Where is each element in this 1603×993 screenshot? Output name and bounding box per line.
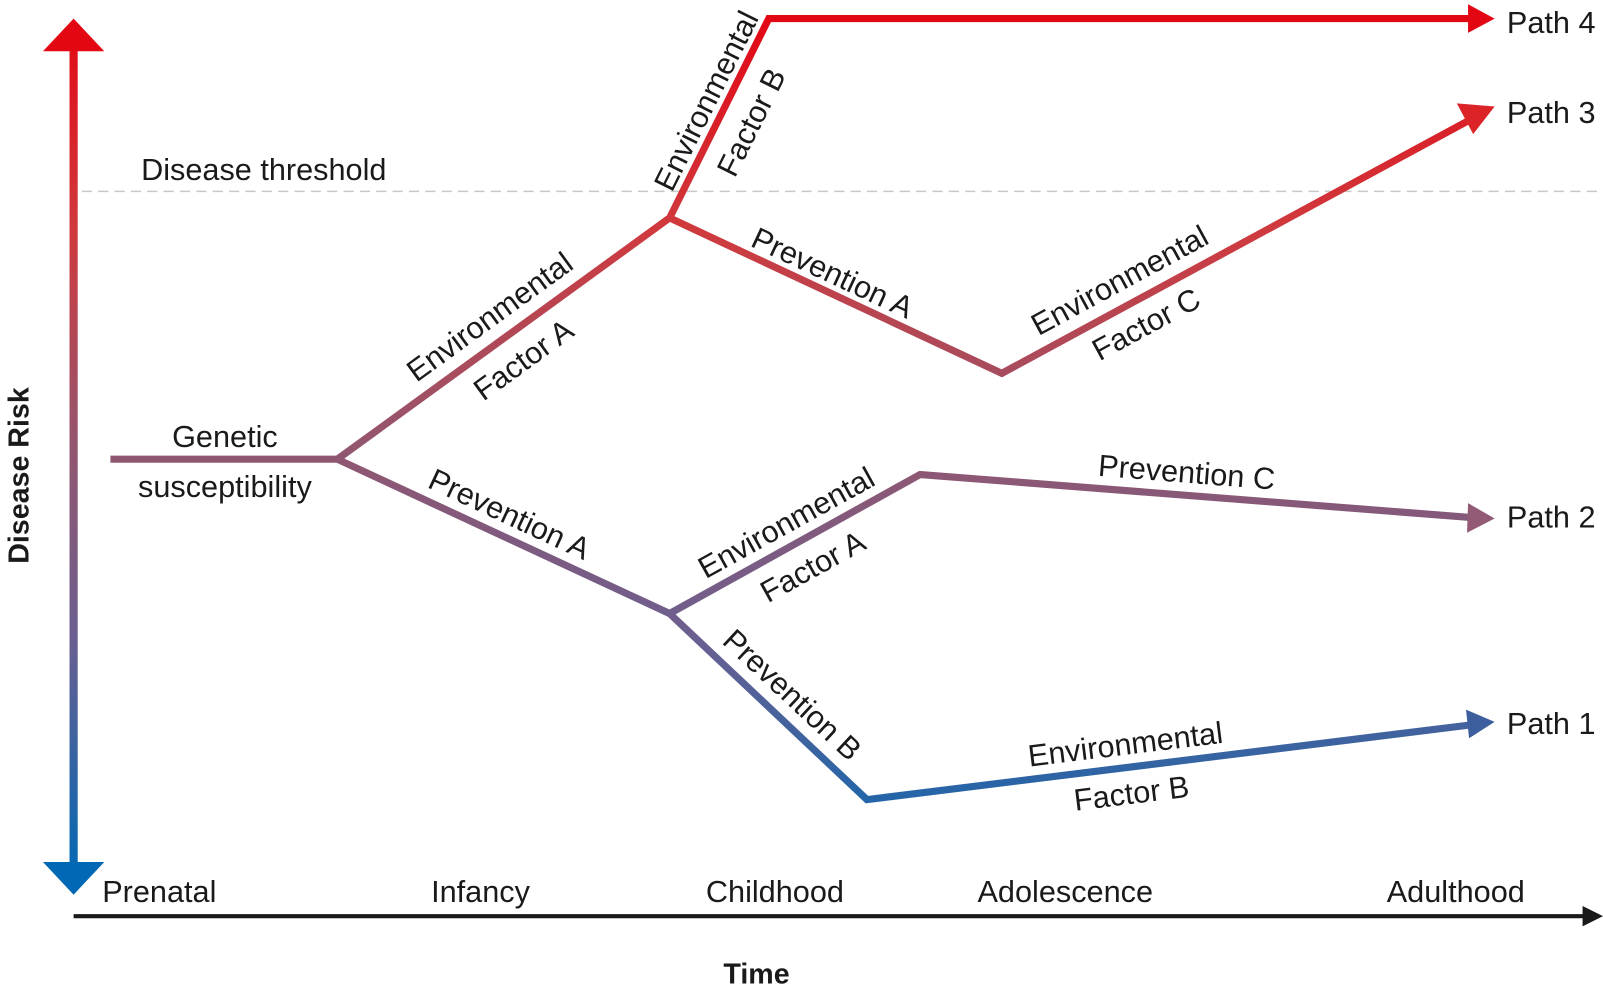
- y-axis-up-arrow: [42, 18, 105, 52]
- y-axis-down-arrow: [42, 861, 105, 895]
- path-1-line: [667, 610, 1471, 804]
- path-2-arrowhead: [1467, 503, 1495, 533]
- stage-label: Infancy: [431, 875, 531, 909]
- path-4-arrowhead: [1468, 4, 1495, 33]
- path-3-arrowhead: [1456, 103, 1495, 135]
- path-4-line: [335, 14, 1473, 463]
- stage-label: Childhood: [706, 875, 844, 909]
- stage-label: Adolescence: [977, 875, 1153, 909]
- threshold-label: Disease threshold: [141, 153, 386, 187]
- edge-label-env-b-lower: Factor B: [1072, 770, 1191, 818]
- path-1-label: Path 1: [1507, 707, 1596, 741]
- y-axis-label: Disease Risk: [4, 387, 36, 564]
- stage-label: Adulthood: [1387, 875, 1525, 909]
- path-2-label: Path 2: [1507, 501, 1596, 535]
- path-2-line: [335, 455, 1471, 618]
- stage-label: Prenatal: [102, 875, 216, 909]
- path-4-label: Path 4: [1507, 6, 1596, 40]
- path-3-label: Path 3: [1507, 96, 1596, 130]
- path-1-arrowhead: [1466, 709, 1495, 739]
- genetic-label: Genetic: [172, 420, 278, 454]
- edge-label-prev-b: Prevention B: [716, 623, 868, 768]
- path-3-line: [668, 116, 1472, 378]
- x-axis-label: Time: [723, 959, 789, 991]
- x-axis-arrow: [1582, 905, 1603, 927]
- genetic-label: susceptibility: [138, 470, 312, 504]
- edge-label-prev-a-upper: Prevention A: [746, 221, 918, 326]
